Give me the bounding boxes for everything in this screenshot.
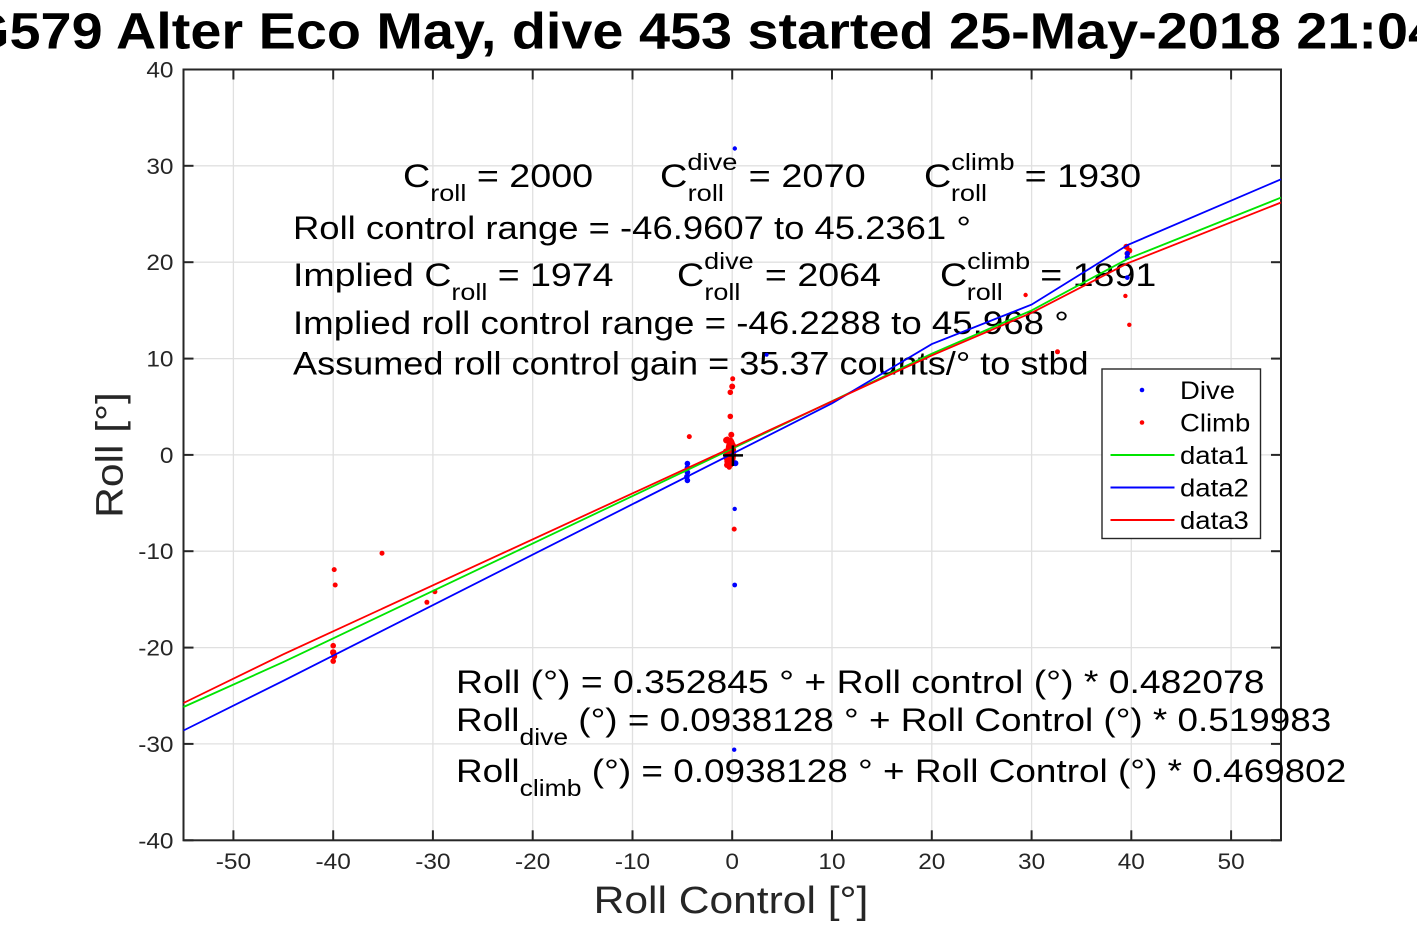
svg-text:20: 20 (918, 849, 945, 874)
svg-text:40: 40 (1118, 849, 1145, 874)
svg-text:50: 50 (1218, 849, 1245, 874)
svg-text:20: 20 (146, 250, 173, 275)
svg-text:40: 40 (146, 58, 173, 83)
svg-text:0: 0 (725, 849, 739, 874)
svg-text:10: 10 (818, 849, 845, 874)
svg-text:-30: -30 (415, 849, 450, 874)
svg-text:data1: data1 (1180, 441, 1249, 470)
svg-text:-40: -40 (138, 828, 173, 853)
svg-text:30: 30 (1018, 849, 1045, 874)
svg-text:Dive: Dive (1180, 376, 1235, 405)
svg-text:Roll [°]: Roll [°] (88, 392, 131, 518)
svg-text:Assumed roll control gain = 35: Assumed roll control gain = 35.37 counts… (293, 346, 1089, 382)
svg-text:Roll control range = -46.9607: Roll control range = -46.9607 to 45.2361… (293, 211, 971, 246)
svg-text:-20: -20 (515, 849, 550, 874)
svg-text:-30: -30 (138, 732, 173, 757)
svg-text:10: 10 (146, 347, 173, 372)
svg-text:Roll (°) = 0.352845 ° + Roll c: Roll (°) = 0.352845 ° + Roll control (°)… (456, 665, 1265, 700)
svg-text:SG579 Alter Eco May, dive 453: SG579 Alter Eco May, dive 453 started 25… (0, 3, 1417, 60)
svg-text:30: 30 (146, 154, 173, 179)
svg-text:data3: data3 (1180, 506, 1249, 535)
svg-text:0: 0 (160, 443, 174, 468)
svg-text:Implied roll control range = -: Implied roll control range = -46.2288 to… (293, 306, 1069, 341)
svg-text:-20: -20 (138, 636, 173, 661)
svg-text:-50: -50 (216, 849, 251, 874)
svg-text:data2: data2 (1180, 474, 1249, 503)
svg-text:-40: -40 (316, 849, 351, 874)
svg-text:-10: -10 (138, 539, 173, 564)
svg-text:Roll Control [°]: Roll Control [°] (594, 878, 869, 921)
svg-text:Climb: Climb (1180, 409, 1250, 438)
svg-text:-10: -10 (615, 849, 650, 874)
